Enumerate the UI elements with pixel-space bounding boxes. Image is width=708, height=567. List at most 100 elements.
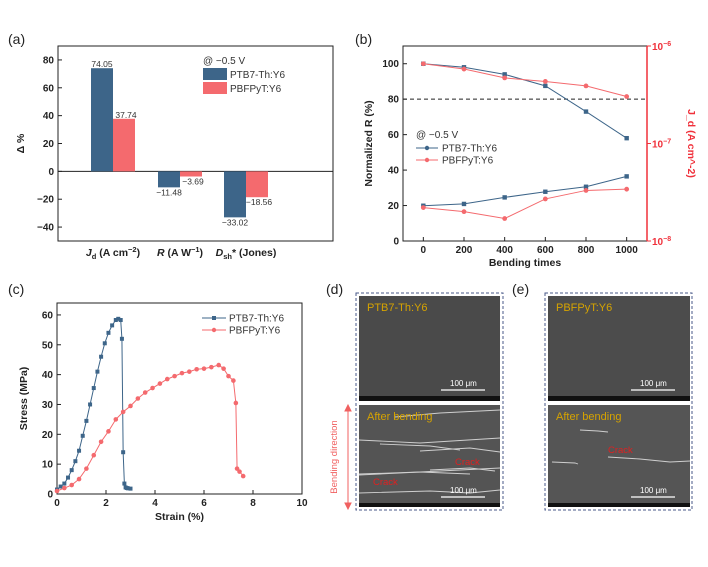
- y-tick-label: 40: [43, 111, 55, 122]
- data-point: [66, 475, 71, 480]
- data-point: [624, 94, 630, 99]
- frame-e: [544, 292, 693, 511]
- data-point: [201, 366, 207, 371]
- legend-marker: [211, 327, 217, 333]
- data-point: [420, 61, 426, 67]
- data-point: [106, 330, 111, 335]
- x-tick-label: 2: [103, 498, 109, 509]
- x-tick-label: 800: [578, 245, 595, 256]
- crack-label: Crack: [608, 445, 633, 456]
- scale-bar-label: 100 μm: [640, 379, 667, 388]
- data-point: [502, 72, 507, 77]
- crack-label: Crack: [373, 477, 398, 488]
- data-label: −11.48: [156, 187, 182, 197]
- y-tick-label: 60: [43, 83, 55, 94]
- bar-PTB7-Th:Y6: [224, 171, 246, 218]
- legend-label: PBFPyT:Y6: [230, 84, 282, 95]
- data-point: [120, 409, 126, 415]
- chart-a: −40 −20 0 20 40 60 80 Δ % 74.05 −11.48 −33.02 37.74…: [15, 45, 334, 261]
- data-point: [73, 459, 78, 464]
- y-axis-label: Stress (MPa): [18, 367, 30, 431]
- data-point: [461, 66, 467, 72]
- data-point: [461, 209, 467, 215]
- legend-marker: [424, 157, 430, 163]
- crack-lines: [551, 429, 691, 465]
- data-point: [209, 364, 214, 370]
- sem-image-d-before: [359, 296, 500, 401]
- x-axis-label: Bending times: [489, 257, 562, 269]
- series-line-PBFPyT:Y6: [423, 63, 627, 98]
- data-point: [113, 318, 118, 323]
- data-label: −33.02: [222, 217, 249, 227]
- y-tick-label: 60: [388, 130, 400, 141]
- x-tick-label: 0: [421, 245, 427, 256]
- data-point: [76, 476, 82, 482]
- data-point: [237, 469, 242, 474]
- frame-d: [355, 292, 504, 511]
- y-tick-label: −40: [37, 223, 54, 234]
- x-category-label: R (A W−1): [157, 245, 203, 259]
- y-tick-label: 50: [42, 340, 54, 351]
- y-tick-label: 40: [388, 166, 400, 177]
- legend-title: @ −0.5 V: [203, 56, 245, 67]
- y-tick-label: 80: [43, 55, 55, 66]
- series-line-PTB7-Th:Y6: [423, 175, 627, 207]
- data-point: [624, 135, 629, 141]
- data-point: [77, 448, 82, 453]
- data-point: [583, 83, 589, 89]
- bar-PBFPyT:Y6: [246, 171, 268, 198]
- data-point: [502, 75, 508, 81]
- series-line-PBFPyT:Y6: [423, 188, 627, 220]
- y-tick-label: −20: [37, 195, 54, 206]
- data-point: [102, 341, 107, 346]
- data-point: [110, 323, 115, 328]
- data-point: [95, 369, 100, 374]
- data-point: [88, 402, 93, 407]
- sem-image-e-before: [548, 296, 690, 401]
- y-tick-label: 30: [42, 400, 54, 411]
- y-tick-label: 40: [42, 370, 54, 381]
- data-point: [179, 370, 185, 376]
- data-point: [128, 403, 133, 409]
- y-tick-label: 20: [43, 139, 55, 150]
- crack-lines: [358, 409, 501, 494]
- data-label: −18.56: [246, 197, 273, 207]
- x-tick-label: 200: [456, 245, 473, 256]
- data-point: [502, 216, 508, 221]
- data-point: [84, 466, 89, 471]
- data-point: [216, 362, 221, 368]
- legend-marker: [212, 316, 216, 320]
- scale-bar-label: 100 μm: [450, 379, 477, 388]
- data-point: [164, 376, 170, 382]
- legend-swatch: [203, 68, 227, 80]
- data-point: [187, 369, 192, 374]
- data-point: [58, 484, 63, 489]
- legend-label: PTB7-Th:Y6: [229, 314, 284, 325]
- y-axis-label: Δ %: [15, 133, 27, 153]
- data-point: [624, 174, 629, 179]
- bar-PTB7-Th:Y6: [158, 171, 180, 188]
- data-point: [461, 201, 467, 207]
- x-tick-label: 10: [296, 498, 308, 509]
- data-point: [91, 452, 97, 458]
- data-point: [583, 109, 589, 114]
- x-tick-label: 600: [537, 245, 554, 256]
- legend-label: PBFPyT:Y6: [442, 156, 494, 167]
- legend-label: PTB7-Th:Y6: [442, 144, 497, 155]
- legend-marker: [424, 145, 430, 151]
- panel-label-e: (e): [512, 281, 529, 297]
- data-point: [240, 473, 246, 479]
- legend-swatch: [203, 82, 227, 94]
- x-axis-label: Strain (%): [155, 511, 204, 523]
- data-point: [583, 184, 589, 189]
- data-point: [62, 481, 67, 486]
- data-point: [69, 482, 74, 488]
- data-point: [233, 400, 239, 406]
- data-label: 74.05: [91, 59, 113, 69]
- data-point: [126, 486, 131, 491]
- bar-PBFPyT:Y6: [180, 171, 202, 177]
- sem-label-ptb7: PTB7-Th:Y6: [367, 302, 428, 314]
- data-point: [106, 429, 111, 434]
- data-point: [113, 417, 119, 422]
